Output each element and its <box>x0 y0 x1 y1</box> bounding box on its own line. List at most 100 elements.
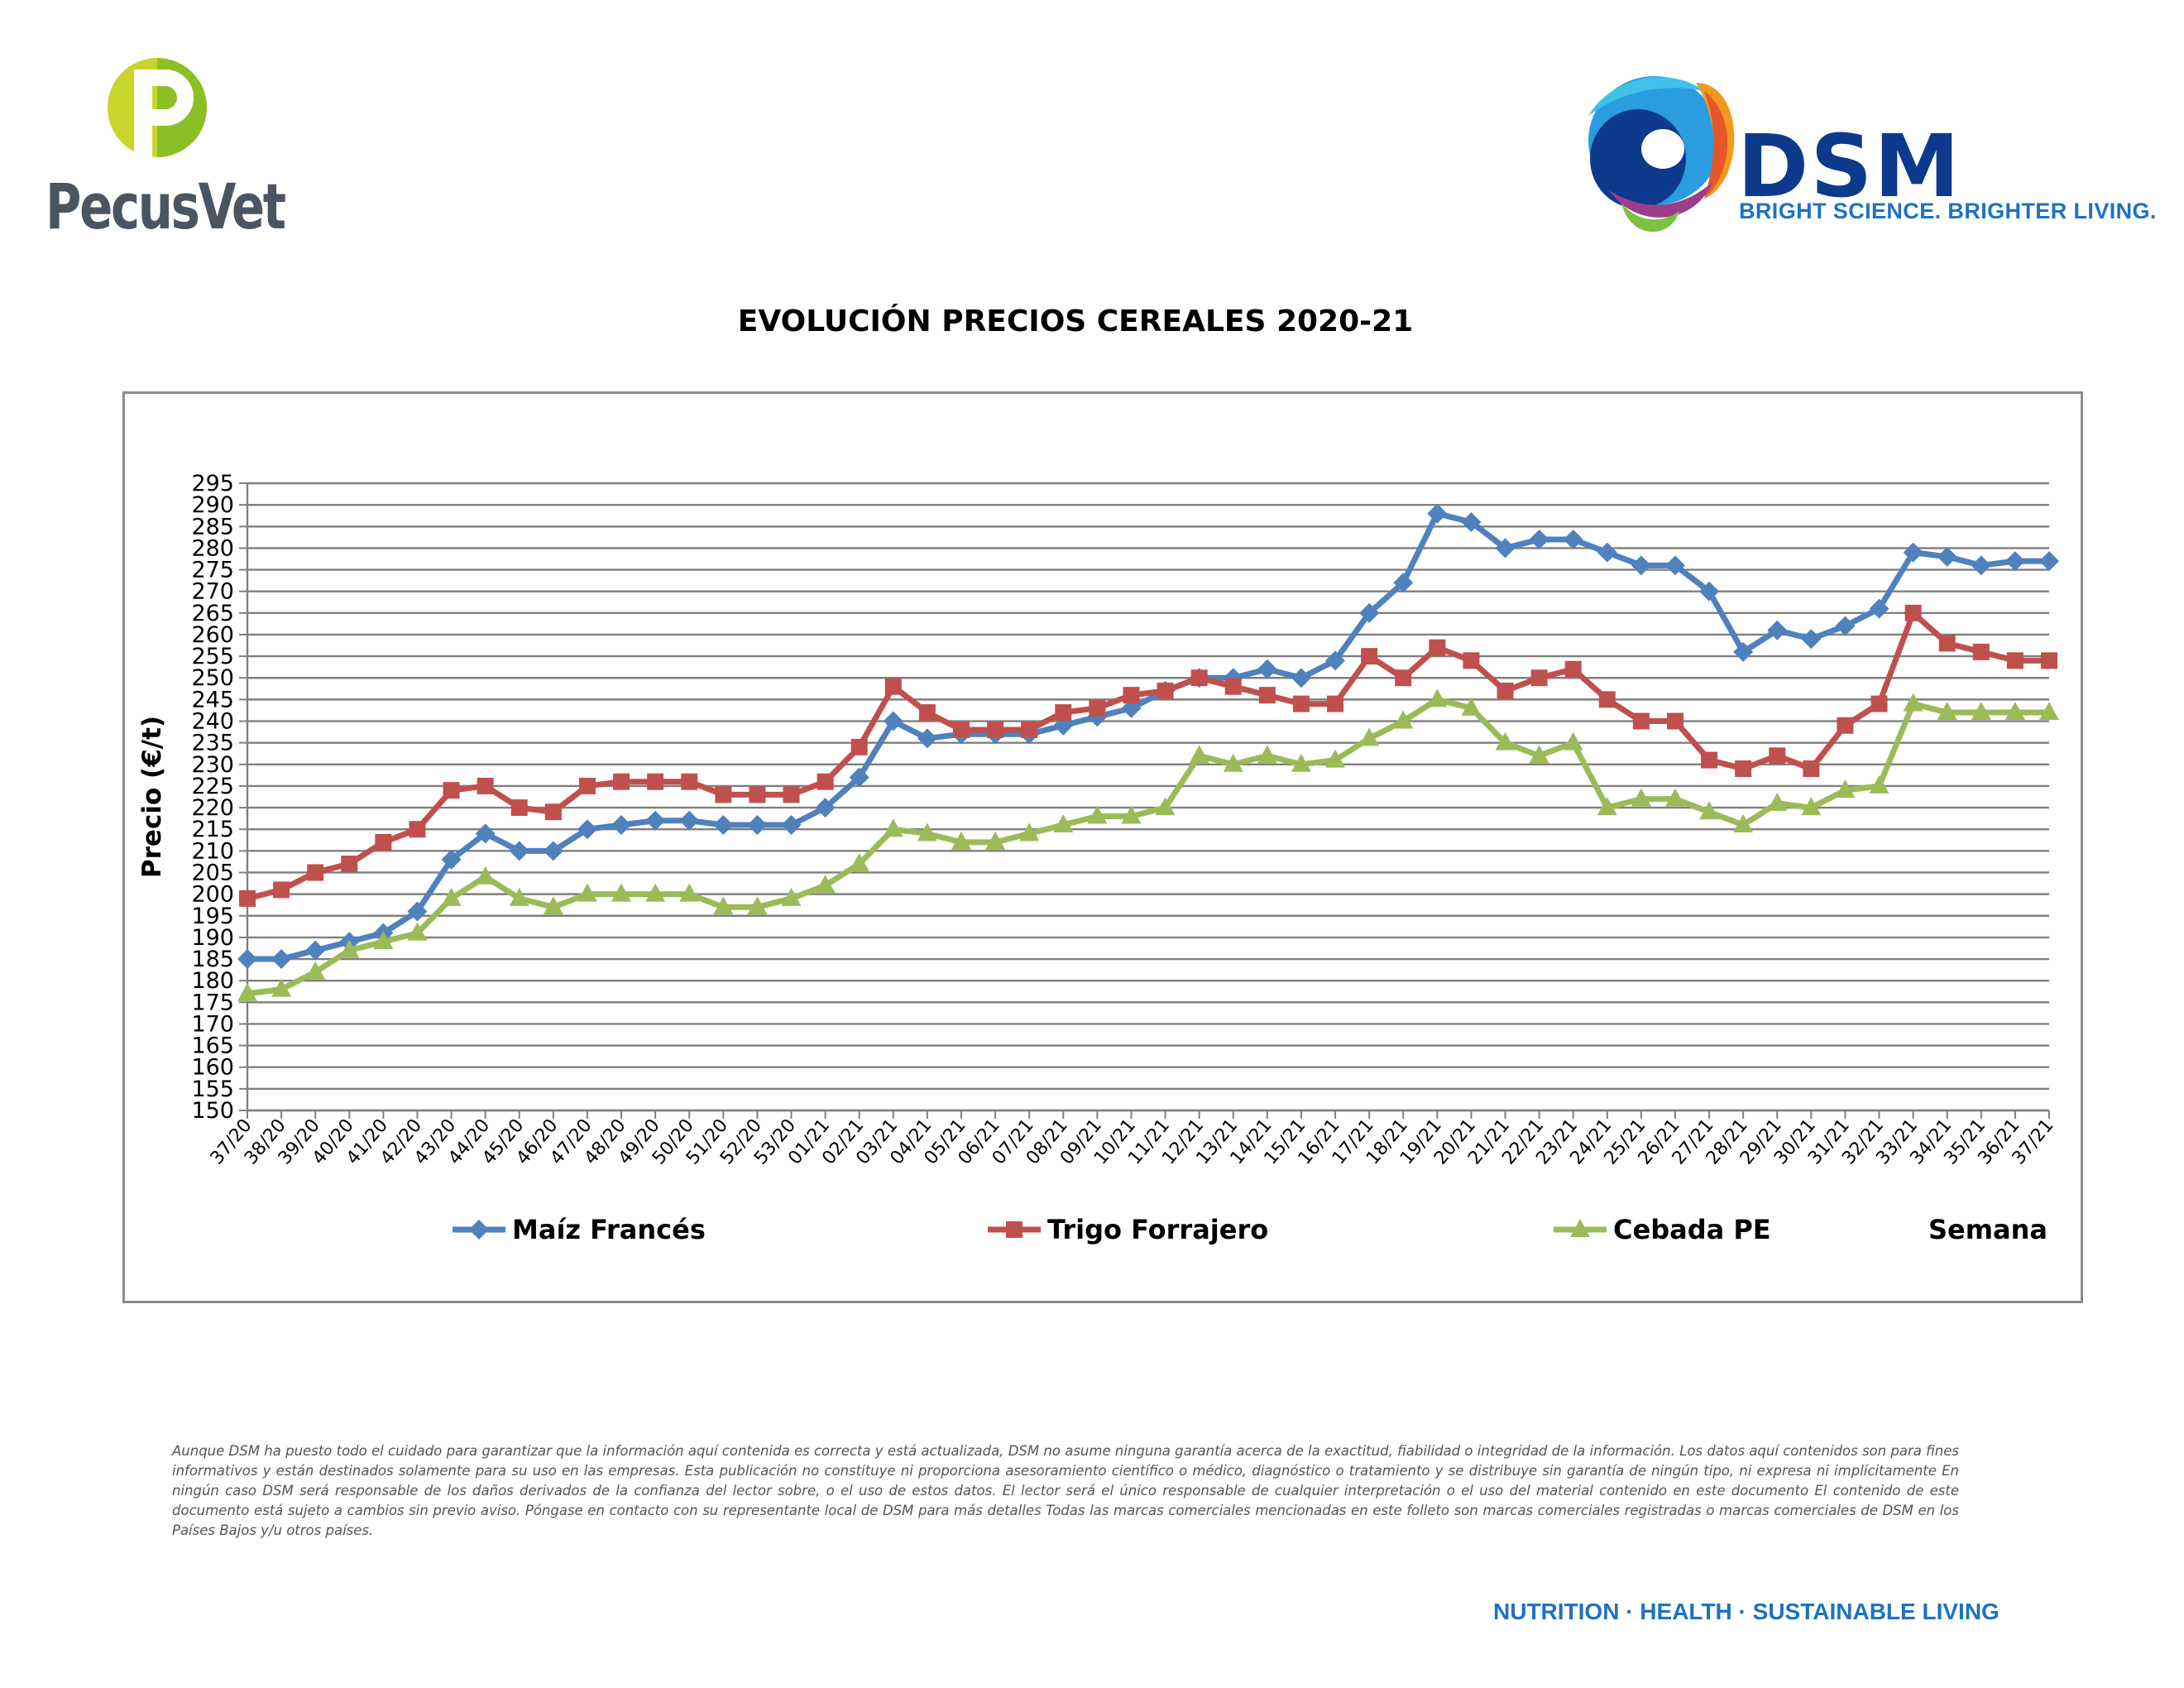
data-point <box>1495 731 1516 750</box>
data-point <box>918 704 936 722</box>
data-point <box>747 814 768 835</box>
legend-label: Trigo Forrajero <box>1047 1214 1268 1245</box>
data-point <box>1393 710 1414 729</box>
y-tick-label: 275 <box>191 558 234 583</box>
y-tick-label: 160 <box>191 1055 234 1081</box>
data-point <box>2004 702 2025 721</box>
x-axis-label: Semana <box>1928 1214 2048 1245</box>
data-point <box>1123 687 1140 704</box>
y-tick-label: 200 <box>191 882 234 908</box>
data-point <box>273 881 290 899</box>
y-tick-label: 280 <box>191 535 234 561</box>
data-point <box>475 866 496 885</box>
data-point <box>1835 616 1856 636</box>
data-point <box>850 738 868 755</box>
data-point <box>407 901 428 922</box>
data-point <box>375 833 392 851</box>
data-point <box>2006 652 2024 669</box>
data-point <box>510 799 528 817</box>
chart-frame: 150 155 160 165 170 175 180 185 190 195 200 205 210 2… <box>122 391 2083 1303</box>
data-point <box>577 819 597 840</box>
data-point <box>1529 529 1549 549</box>
data-point <box>1223 753 1243 772</box>
data-point <box>1903 693 1923 712</box>
y-tick-label: 225 <box>191 774 234 799</box>
data-point <box>1089 699 1106 717</box>
data-point <box>1393 573 1414 593</box>
legend-label: Maíz Francés <box>512 1214 706 1245</box>
footer-slogan: NUTRITION · HEALTH · SUSTAINABLE LIVING <box>1493 1599 2000 1624</box>
data-point <box>951 831 971 850</box>
data-point <box>1733 641 1754 662</box>
data-point <box>1530 669 1548 687</box>
y-tick-label: 230 <box>191 752 234 778</box>
y-tick-label: 290 <box>191 492 234 518</box>
y-tick-label: 285 <box>191 514 234 539</box>
data-point <box>1837 717 1854 734</box>
data-point <box>237 949 257 970</box>
y-tick-label: 255 <box>191 644 234 669</box>
data-point <box>1019 822 1040 842</box>
data-point <box>715 786 732 803</box>
data-point <box>1258 687 1276 704</box>
data-point <box>2039 702 2059 721</box>
y-tick-label: 150 <box>191 1098 234 1124</box>
data-point <box>1767 792 1788 811</box>
data-point <box>679 883 700 902</box>
data-point <box>1021 721 1038 738</box>
y-tick-label: 260 <box>191 622 234 648</box>
data-point <box>305 961 326 980</box>
data-point <box>1835 779 1856 798</box>
disclaimer-text: Aunque DSM ha puesto todo el cuidado par… <box>172 1443 1959 1538</box>
dsm-tagline: BRIGHT SCIENCE. BRIGHTER LIVING. <box>1739 199 2157 223</box>
data-point <box>1190 669 1208 687</box>
data-point <box>543 896 563 915</box>
data-point <box>271 949 292 970</box>
data-point <box>1257 745 1277 764</box>
data-point <box>783 786 800 803</box>
data-point <box>1938 635 1956 652</box>
data-point <box>1666 712 1684 730</box>
data-point <box>647 773 664 790</box>
data-point <box>1291 753 1311 772</box>
data-point <box>1699 801 1720 820</box>
legend-marker <box>469 1220 489 1240</box>
data-point <box>1597 797 1617 816</box>
data-point <box>1055 704 1072 722</box>
data-point <box>917 728 937 749</box>
data-point <box>1325 749 1346 768</box>
data-point <box>849 853 869 872</box>
data-point <box>1427 688 1448 707</box>
series-line <box>247 696 2049 997</box>
data-point <box>441 887 462 906</box>
data-point <box>1427 503 1448 524</box>
data-point <box>781 887 802 906</box>
legend-label: Cebada PE <box>1613 1214 1771 1245</box>
data-point <box>443 782 460 799</box>
y-tick-label: 265 <box>191 601 234 626</box>
data-point <box>1189 745 1209 764</box>
data-point <box>239 890 256 907</box>
data-point <box>2039 551 2059 572</box>
data-point <box>509 887 529 906</box>
data-point <box>781 814 802 835</box>
data-point <box>884 678 902 695</box>
data-point <box>1461 697 1482 716</box>
y-tick-label: 235 <box>191 731 234 756</box>
data-point <box>1563 529 1583 549</box>
data-point <box>1664 555 1685 576</box>
legend-marker <box>1006 1221 1023 1238</box>
data-point <box>679 810 700 831</box>
y-tick-label: 245 <box>191 687 234 712</box>
y-tick-label: 240 <box>191 709 234 735</box>
data-point <box>645 810 666 831</box>
data-point <box>1157 682 1174 699</box>
data-point <box>1497 682 1514 699</box>
data-point <box>509 841 529 861</box>
y-tick-label: 195 <box>191 904 234 929</box>
y-tick-label: 170 <box>191 1011 234 1037</box>
y-tick-label: 180 <box>191 968 234 994</box>
data-point <box>1701 751 1718 769</box>
y-tick-label: 295 <box>191 471 234 496</box>
